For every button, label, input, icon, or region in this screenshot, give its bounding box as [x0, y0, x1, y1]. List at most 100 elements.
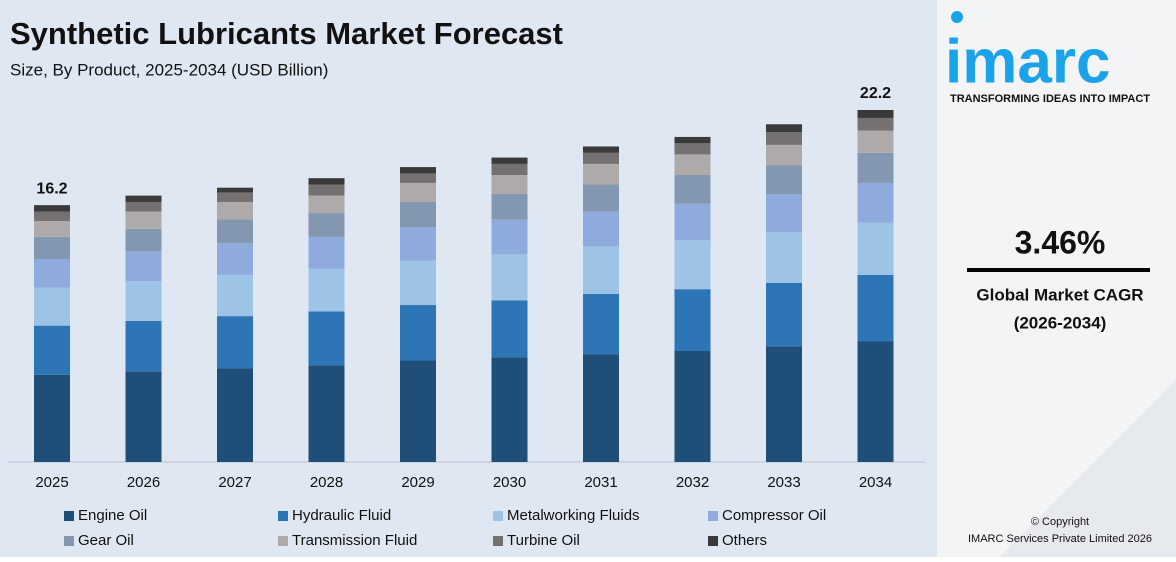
- bar-segment: [583, 354, 619, 462]
- legend-label: Compressor Oil: [722, 507, 826, 524]
- bar-segment: [491, 175, 528, 195]
- bar-segment: [34, 374, 70, 462]
- bar-segment: [34, 287, 70, 326]
- bar-segment: [400, 305, 436, 361]
- bar-segment: [217, 201, 253, 220]
- bar-segment: [400, 360, 436, 462]
- bar-segment: [583, 184, 619, 212]
- bar-segment: [308, 268, 345, 312]
- bar-segment: [34, 259, 70, 288]
- bar-segment: [34, 220, 70, 237]
- legend-label: Others: [722, 532, 767, 549]
- bar-segment: [766, 132, 802, 145]
- legend-swatch: [278, 511, 288, 521]
- bar-segment: [217, 192, 253, 202]
- bar-segment: [674, 203, 711, 241]
- cagr-label: Global Market CAGR: [976, 285, 1143, 304]
- chart-title: Synthetic Lubricants Market Forecast: [10, 16, 563, 51]
- legend-swatch: [64, 511, 74, 521]
- logo-dot: [951, 11, 963, 23]
- x-tick-label: 2032: [676, 474, 709, 491]
- x-tick-label: 2034: [859, 474, 892, 491]
- x-tick-label: 2026: [127, 474, 160, 491]
- legend-swatch: [708, 511, 718, 521]
- bar-segment: [583, 146, 619, 153]
- legend-swatch: [64, 536, 74, 546]
- bar-segment: [766, 346, 802, 462]
- bar-segment: [34, 325, 70, 375]
- total-label: 22.2: [860, 85, 891, 102]
- bar-segment: [857, 152, 894, 183]
- bar-segment: [125, 320, 162, 372]
- bar-segment: [308, 311, 345, 366]
- bar-segment: [583, 246, 619, 294]
- bar-segment: [857, 222, 894, 275]
- bar-segment: [766, 165, 802, 195]
- copyright: © Copyright: [1031, 516, 1089, 528]
- bar-segment: [766, 232, 802, 283]
- x-tick-label: 2025: [35, 474, 68, 491]
- bar-segment: [674, 143, 711, 155]
- bar-segment: [400, 173, 436, 183]
- legend-label: Gear Oil: [78, 532, 134, 549]
- bar-segment: [400, 167, 436, 174]
- x-tick-label: 2031: [584, 474, 617, 491]
- bar-segment: [400, 227, 436, 261]
- bar-segment: [491, 163, 528, 176]
- bar-segment: [491, 357, 528, 462]
- bar-segment: [491, 194, 528, 220]
- bar-segment: [125, 251, 162, 282]
- bar-segment: [34, 211, 70, 221]
- chart-subtitle: Size, By Product, 2025-2034 (USD Billion…: [10, 60, 328, 79]
- bar-segment: [583, 211, 619, 247]
- bar-segment: [674, 240, 711, 290]
- bar-segment: [674, 289, 711, 352]
- bar-segment: [583, 152, 619, 164]
- bar-segment: [491, 254, 528, 301]
- bar-segment: [308, 365, 345, 462]
- bar-segment: [583, 163, 619, 185]
- legend-label: Metalworking Fluids: [507, 507, 640, 524]
- bar-segment: [766, 144, 802, 166]
- total-label: 16.2: [36, 180, 67, 197]
- bar-segment: [308, 184, 345, 196]
- bar-segment: [308, 195, 345, 214]
- legend-label: Turbine Oil: [507, 532, 580, 549]
- bar-segment: [125, 371, 162, 462]
- x-tick-label: 2027: [218, 474, 251, 491]
- bar-segment: [674, 351, 711, 462]
- company: IMARC Services Private Limited 2026: [968, 533, 1152, 545]
- bar-segment: [400, 201, 436, 228]
- bar-segment: [217, 243, 253, 275]
- legend-label: Transmission Fluid: [292, 532, 417, 549]
- bar-segment: [857, 274, 894, 342]
- bar-segment: [491, 219, 528, 255]
- legend-swatch: [708, 536, 718, 546]
- bar-segment: [125, 201, 162, 212]
- bar-segment: [766, 282, 802, 347]
- bar-segment: [674, 136, 711, 144]
- bar-segment: [34, 205, 70, 212]
- bar-segment: [674, 175, 711, 204]
- tagline: TRANSFORMING IDEAS INTO IMPACT: [950, 93, 1150, 105]
- bar-segment: [217, 274, 253, 317]
- bar-segment: [125, 195, 162, 202]
- cagr-value: 3.46%: [1015, 224, 1106, 260]
- bar-segment: [583, 293, 619, 355]
- bar-segment: [217, 368, 253, 462]
- bar-segment: [857, 130, 894, 153]
- bar-segment: [857, 110, 894, 118]
- bar-segment: [491, 157, 528, 164]
- bar-segment: [491, 300, 528, 358]
- legend-swatch: [493, 511, 503, 521]
- bar-segment: [400, 182, 436, 202]
- legend-swatch: [278, 536, 288, 546]
- x-tick-label: 2029: [401, 474, 434, 491]
- bar-segment: [34, 236, 70, 260]
- x-tick-label: 2028: [310, 474, 343, 491]
- bar-segment: [125, 211, 162, 229]
- bar-segment: [308, 236, 345, 269]
- bar-segment: [217, 219, 253, 244]
- bar-segment: [308, 178, 345, 185]
- bar-segment: [217, 187, 253, 193]
